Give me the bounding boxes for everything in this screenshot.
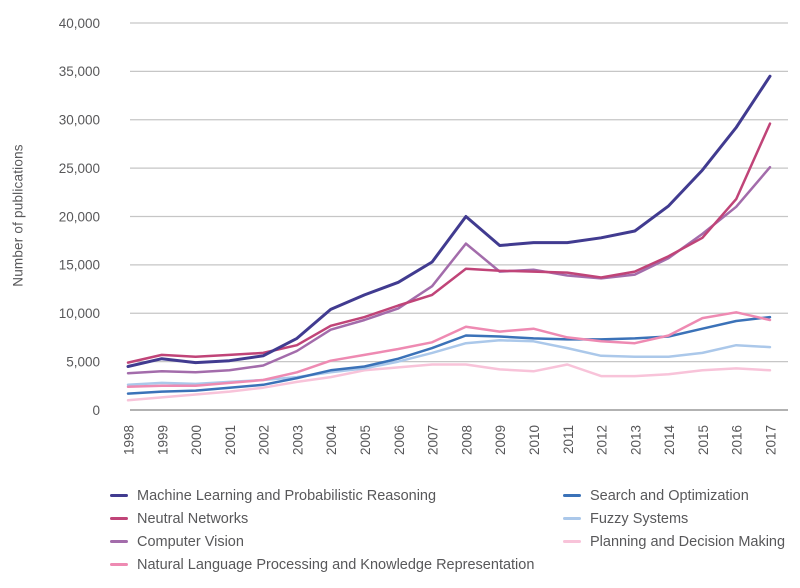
series-line <box>126 122 772 364</box>
legend-column-left: Machine Learning and Probabilistic Reaso… <box>110 484 534 576</box>
series-line <box>126 74 772 368</box>
x-tick-label: 1999 <box>155 425 170 455</box>
legend-label: Machine Learning and Probabilistic Reaso… <box>137 487 437 504</box>
x-tick-label: 2003 <box>290 425 305 455</box>
legend-item: Fuzzy Systems <box>563 507 785 530</box>
x-tick-label: 2001 <box>223 425 238 455</box>
legend-swatch <box>563 494 581 497</box>
legend-swatch <box>110 563 128 566</box>
x-tick-label: 2014 <box>662 425 677 456</box>
legend-item: Machine Learning and Probabilistic Reaso… <box>110 484 534 507</box>
legend-swatch <box>110 517 128 520</box>
x-tick-label: 2016 <box>730 425 745 455</box>
y-tick-label: 20,000 <box>59 209 100 224</box>
chart-plot-area: 0 5,000 10,000 15,000 20,000 25,000 30,000 35,0… <box>59 16 788 456</box>
x-tick-label: 2000 <box>189 425 204 455</box>
x-tick-label: 2010 <box>527 425 542 455</box>
y-tick-label: 40,000 <box>59 16 100 31</box>
x-tick-label: 2004 <box>324 425 339 456</box>
y-tick-label: 25,000 <box>59 161 100 176</box>
legend-item: Neutral Networks <box>110 507 534 530</box>
y-tick-label: 5,000 <box>66 354 100 369</box>
legend-label: Planning and Decision Making <box>590 533 786 550</box>
y-tick-label: 10,000 <box>59 306 100 321</box>
legend-column-right: Search and Optimization Fuzzy Systems Plan… <box>563 484 785 553</box>
x-tick-label: 2011 <box>561 425 576 454</box>
x-tick-label: 2013 <box>628 425 643 455</box>
series-line <box>126 339 772 387</box>
x-tick-label: 2005 <box>358 425 373 455</box>
legend-item: Computer Vision <box>110 530 534 553</box>
y-tick-label: 30,000 <box>59 113 100 128</box>
legend-label: Computer Vision <box>137 533 244 550</box>
x-tick-label: 2012 <box>595 425 610 455</box>
x-tick-label: 2008 <box>459 425 474 455</box>
legend-item: Planning and Decision Making <box>563 530 785 553</box>
legend-swatch <box>563 540 581 543</box>
x-tick-label: 2017 <box>764 425 779 455</box>
legend-swatch <box>563 517 581 520</box>
legend-item: Search and Optimization <box>563 484 785 507</box>
series-line <box>126 165 772 375</box>
legend-label: Fuzzy Systems <box>590 510 689 527</box>
x-tick-label: 2009 <box>493 425 508 455</box>
legend-swatch <box>110 494 128 497</box>
y-tick-label: 35,000 <box>59 64 100 79</box>
legend-label: Search and Optimization <box>590 487 749 504</box>
y-tick-label: 0 <box>92 403 100 418</box>
legend-label: Natural Language Processing and Knowledg… <box>137 556 535 573</box>
x-tick-label: 1998 <box>122 425 137 455</box>
legend-item: Natural Language Processing and Knowledg… <box>110 553 534 576</box>
x-tick-label: 2015 <box>696 425 711 455</box>
x-tick-label: 2007 <box>426 425 441 455</box>
y-tick-label: 15,000 <box>59 258 100 273</box>
legend-swatch <box>110 540 128 543</box>
legend-label: Neutral Networks <box>137 510 249 527</box>
x-tick-label: 2002 <box>257 425 272 455</box>
x-tick-label: 2006 <box>392 425 407 455</box>
series-line <box>126 311 772 389</box>
series-line <box>126 363 772 402</box>
